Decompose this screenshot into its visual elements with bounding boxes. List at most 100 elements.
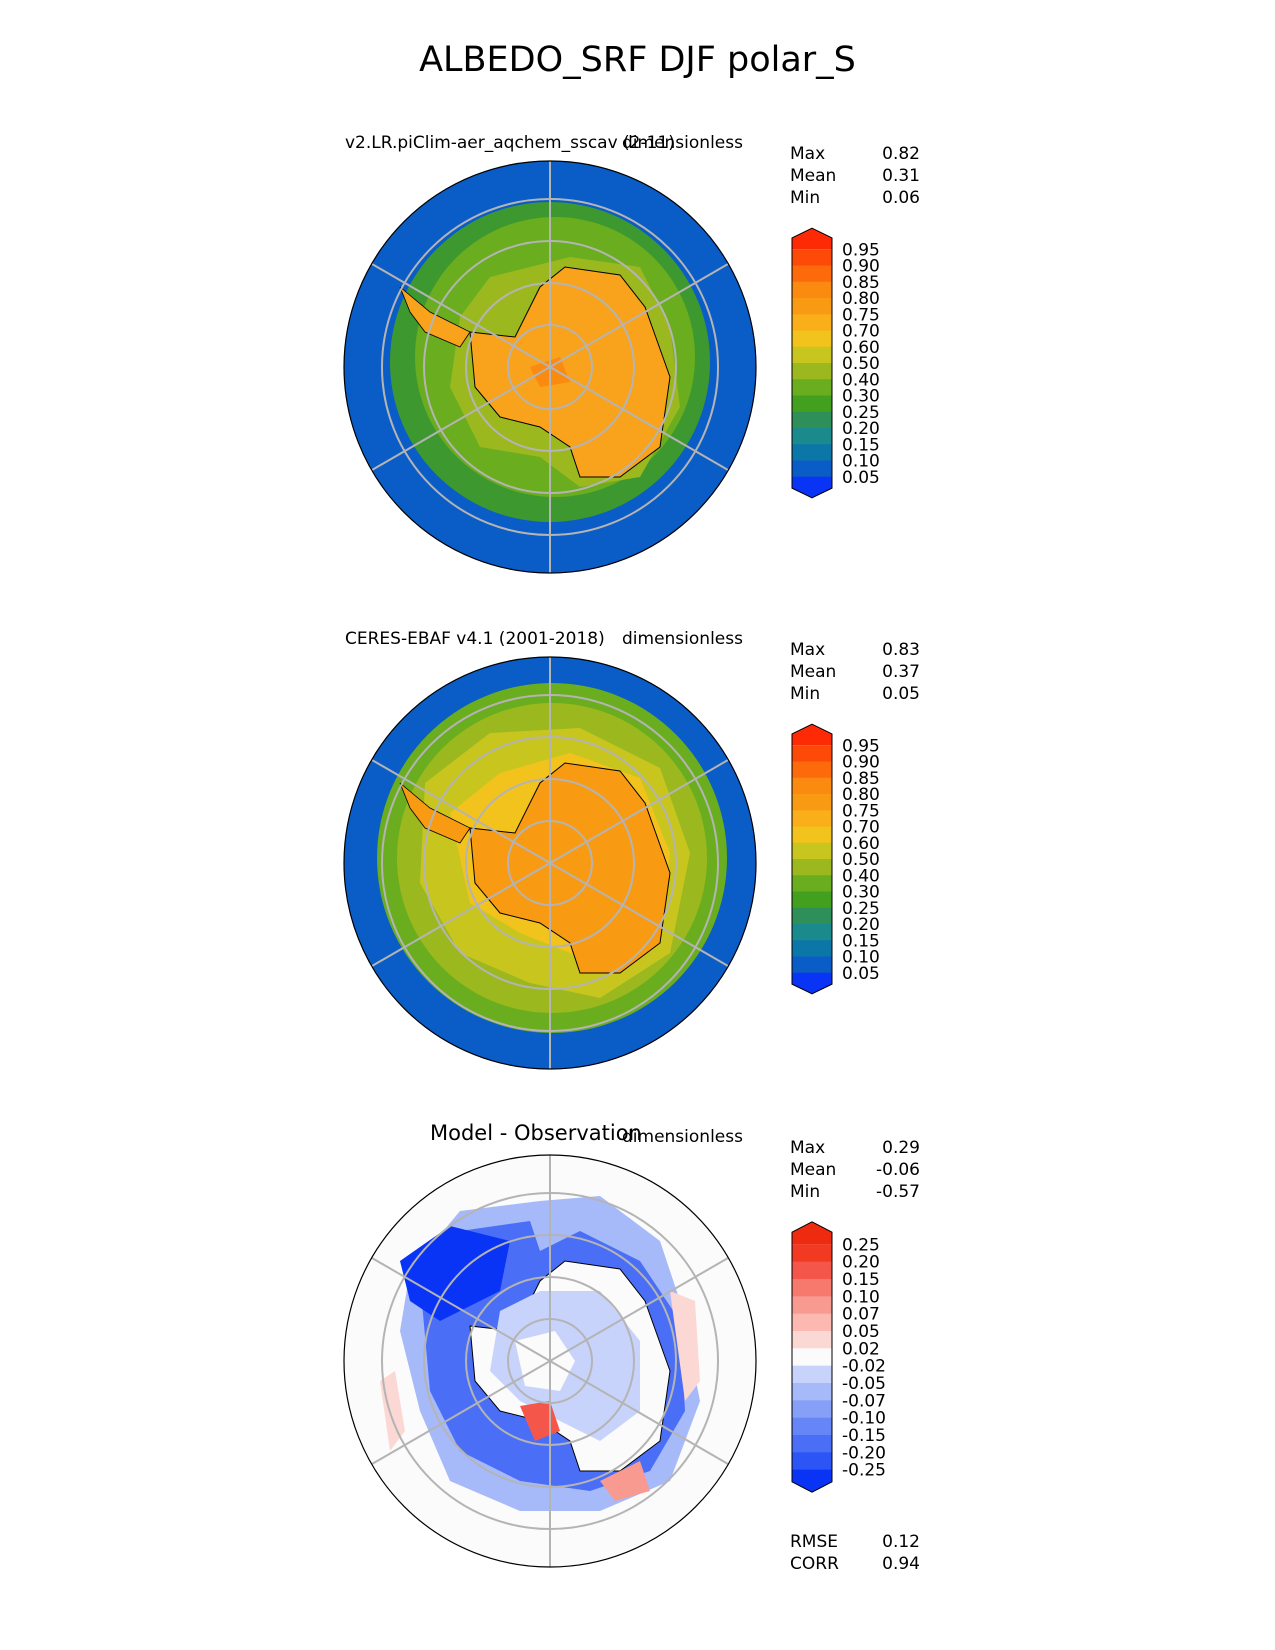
polar-map: [343, 160, 757, 574]
colorbar-segment: [792, 1452, 832, 1471]
panel-units: dimensionless: [622, 1127, 743, 1147]
colorbar-segment: [792, 745, 832, 762]
colorbar-tick-label: 0.02: [842, 1339, 880, 1359]
colorbar-tick-label: 0.95: [842, 240, 880, 260]
colorbar-segment: [792, 1365, 832, 1384]
colorbar-segment: [792, 1313, 832, 1332]
colorbar-segment: [792, 826, 832, 844]
colorbar-tick-label: 0.10: [842, 948, 880, 968]
colorbar-segment: [792, 875, 832, 892]
stat-max: Max 0.29: [790, 1138, 920, 1158]
colorbar-segment: [792, 314, 832, 331]
colorbar-tick-label: 0.70: [842, 818, 880, 838]
colorbar-segment: [792, 761, 832, 779]
panel-units: dimensionless: [622, 133, 743, 153]
colorbar: 0.950.900.850.800.750.700.600.500.400.30…: [791, 723, 880, 995]
stat-min: Min -0.57: [790, 1182, 920, 1202]
colorbar-segment: [792, 265, 832, 283]
colorbar-segment: [792, 1383, 832, 1401]
colorbar-segment: [792, 1244, 832, 1263]
colorbar-tick-label: 0.07: [842, 1305, 880, 1325]
colorbar-tick-label: 0.05: [842, 1322, 880, 1342]
colorbar-tick-label: -0.25: [842, 1461, 886, 1481]
panel-title: v2.LR.piClim-aer_aqchem_sscav (2-11): [345, 133, 675, 153]
colorbar-tick-label: -0.15: [842, 1426, 886, 1446]
colorbar-segment: [792, 842, 832, 860]
colorbar-segment: [792, 1348, 832, 1367]
colorbar-segment: [792, 794, 832, 811]
stat-max: Max 0.83: [790, 640, 920, 660]
colorbar-segment: [792, 428, 832, 445]
colorbar-tick-label: 0.95: [842, 736, 880, 756]
colorbar-tick-label: 0.70: [842, 322, 880, 342]
colorbar-extend-max: [792, 228, 832, 250]
colorbar-tick-label: 0.15: [842, 435, 880, 455]
colorbar-tick-label: 0.10: [842, 452, 880, 472]
stat-corr: CORR 0.94: [790, 1554, 920, 1574]
colorbar-tick-label: 0.80: [842, 289, 880, 309]
colorbar-segment: [792, 1296, 832, 1315]
colorbar-tick-label: 0.30: [842, 883, 880, 903]
colorbar-tick-label: 0.20: [842, 1253, 880, 1273]
colorbar-segment: [792, 940, 832, 957]
colorbar-tick-label: 0.60: [842, 338, 880, 358]
colorbar-tick-label: -0.10: [842, 1409, 886, 1429]
colorbar-segment: [792, 956, 832, 974]
colorbar-segment: [792, 379, 832, 396]
colorbar-tick-label: 0.75: [842, 305, 880, 325]
panel-title: Model - Observation: [430, 1121, 642, 1145]
colorbar-tick-label: 0.20: [842, 915, 880, 935]
colorbar-tick-label: 0.80: [842, 785, 880, 805]
panel-model: v2.LR.piClim-aer_aqchem_sscav (2-11) dim…: [0, 133, 1275, 613]
stat-mean: Mean 0.31: [790, 166, 920, 186]
colorbar-tick-label: 0.40: [842, 370, 880, 390]
colorbar-outline: [791, 1221, 833, 1493]
colorbar-tick-label: 0.90: [842, 257, 880, 277]
colorbar-segment: [792, 460, 832, 478]
colorbar-extend-min: [792, 476, 832, 498]
colorbar: 0.950.900.850.800.750.700.600.500.400.30…: [791, 227, 880, 499]
figure-title: ALBEDO_SRF DJF polar_S: [419, 40, 856, 80]
colorbar-outline: [791, 227, 833, 499]
colorbar-tick-label: -0.20: [842, 1443, 886, 1463]
stat-rmse: RMSE 0.12: [790, 1532, 920, 1552]
colorbar-tick-label: -0.07: [842, 1391, 886, 1411]
colorbar-outline: [791, 723, 833, 995]
panel-units: dimensionless: [622, 629, 743, 649]
stat-min: Min 0.06: [790, 188, 920, 208]
colorbar-tick-label: 0.15: [842, 931, 880, 951]
colorbar-tick-label: 0.60: [842, 834, 880, 854]
colorbar-segment: [792, 411, 832, 429]
colorbar-tick-label: 0.05: [842, 964, 880, 984]
colorbar-tick-label: 0.50: [842, 850, 880, 870]
colorbar-tick-label: 0.20: [842, 419, 880, 439]
colorbar: 0.250.200.150.100.070.050.02-0.02-0.05-0…: [791, 1221, 886, 1493]
colorbar-extend-min: [792, 1469, 832, 1493]
panel-stats: Max 0.83 Mean 0.37 Min 0.05: [790, 639, 920, 705]
colorbar-segment: [792, 395, 832, 413]
colorbar-segment: [792, 346, 832, 364]
colorbar-tick-label: 0.50: [842, 354, 880, 374]
colorbar-extend-max: [792, 724, 832, 746]
colorbar-tick-label: 0.85: [842, 769, 880, 789]
colorbar-tick-label: -0.02: [842, 1357, 886, 1377]
colorbar-tick-label: 0.85: [842, 273, 880, 293]
colorbar-tick-label: 0.25: [842, 403, 880, 423]
bottom-stats: RMSE 0.12 CORR 0.94: [790, 1531, 920, 1575]
colorbar-segment: [792, 891, 832, 909]
colorbar-extend-max: [792, 1221, 832, 1245]
colorbar-segment: [792, 1261, 832, 1280]
colorbar-tick-label: 0.05: [842, 468, 880, 488]
stat-min: Min 0.05: [790, 684, 920, 704]
colorbar-segment: [792, 907, 832, 925]
colorbar-segment: [792, 363, 832, 380]
panel-difference: Model - Observation dimensionless Max 0.2…: [0, 1121, 1275, 1607]
stat-mean: Mean 0.37: [790, 662, 920, 682]
colorbar-segment: [792, 810, 832, 827]
colorbar-segment: [792, 1331, 832, 1349]
colorbar-extend-min: [792, 972, 832, 994]
colorbar-segment: [792, 298, 832, 315]
panel-title: CERES-EBAF v4.1 (2001-2018): [345, 629, 605, 649]
colorbar-segment: [792, 859, 832, 876]
colorbar-segment: [792, 444, 832, 461]
